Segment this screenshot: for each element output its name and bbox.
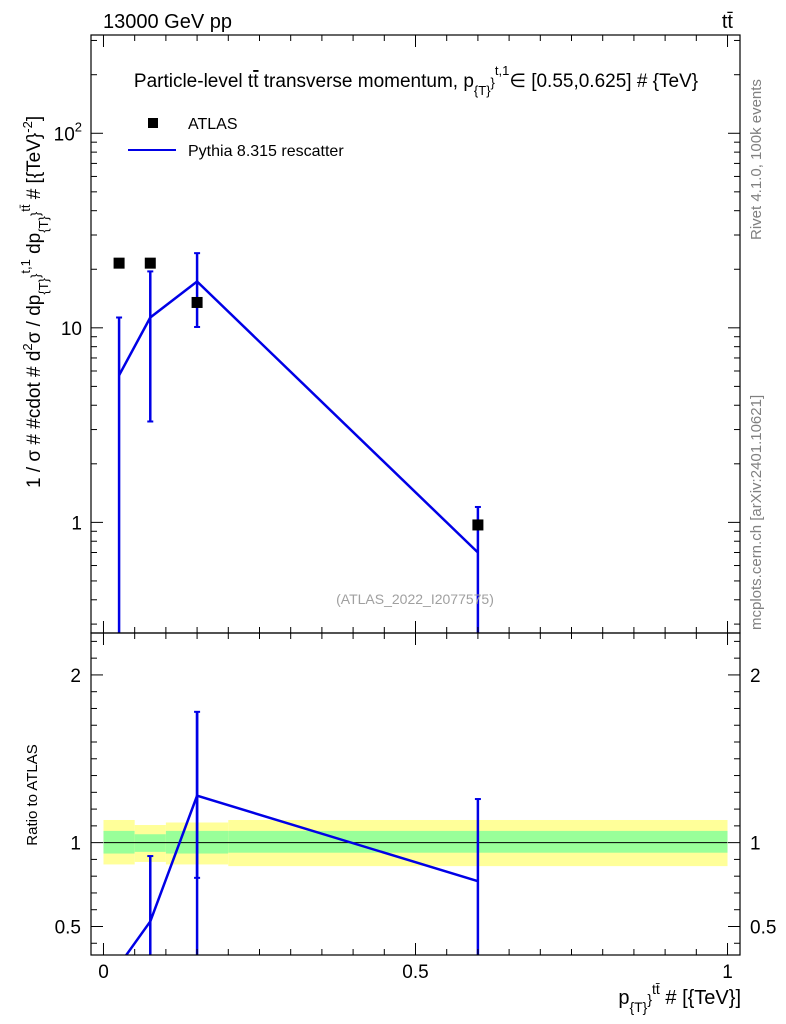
ratio-ytick-label-left: 2 [70,666,81,687]
ratio-xtick-label: 1 [722,962,733,983]
rivet-label: Rivet 4.1.0, 100k events [748,79,765,240]
main-ytick-label: 1 [71,513,82,534]
process-label: tt̄ [722,11,734,33]
pythia-line [117,279,479,554]
legend-atlas-marker [148,118,158,128]
ratio-xtick-label: 0 [98,962,109,983]
ratio-frame [90,632,741,956]
main-ytick-label: 102 [54,119,82,145]
ratio-ytick-label-right: 1 [750,834,761,855]
ratio-ytick-label-right: 2 [750,666,761,687]
legend-pythia-label: Pythia 8.315 rescatter [188,143,344,160]
main-title: Particle-level tt transverse momentum, p… [134,63,698,98]
atlas-marker [144,257,156,269]
ratio-xtick-label: 0.5 [402,962,428,983]
main-ylabel: 1 / σ # #cdot # d2σ / dp{T}}t,1 dp{T}}tt… [18,116,51,488]
atlas-marker [113,257,125,269]
ratio-ylabel: Ratio to ATLAS [24,744,41,845]
mcplots-label: mcplots.cern.ch [arXiv:2401.10621] [748,395,765,630]
main-ytick-label: 10 [61,319,82,340]
analysis-watermark: (ATLAS_2022_I2077575) [336,591,494,607]
legend-atlas-label: ATLAS [188,116,238,133]
ratio-line [124,794,479,955]
main-axes: 1 10 102 [54,35,740,633]
main-panel: 1 10 102 Particle-level tt transverse mome… [18,34,741,634]
ratio-ytick-label-left: 1 [70,834,81,855]
ratio-panel: 0.5 0.5 1 1 2 2 0 0.5 1 Ratio to ATLAS p{T}}tt̄ … [24,632,776,1015]
ratio-ytick-label-right: 0.5 [750,917,776,938]
ratio-xlabel: p{T}}tt̄ # [{TeV}] [618,981,741,1015]
legend: ATLAS Pythia 8.315 rescatter [128,116,344,160]
ratio-axes: 0.5 0.5 1 1 2 2 0 0.5 1 [55,633,776,983]
energy-label: 13000 GeV pp [103,11,232,33]
ratio-ytick-label-left: 0.5 [55,917,81,938]
atlas-marker [472,519,484,531]
main-ytick-label-exp: 2 [75,119,82,134]
atlas-marker [191,296,203,308]
